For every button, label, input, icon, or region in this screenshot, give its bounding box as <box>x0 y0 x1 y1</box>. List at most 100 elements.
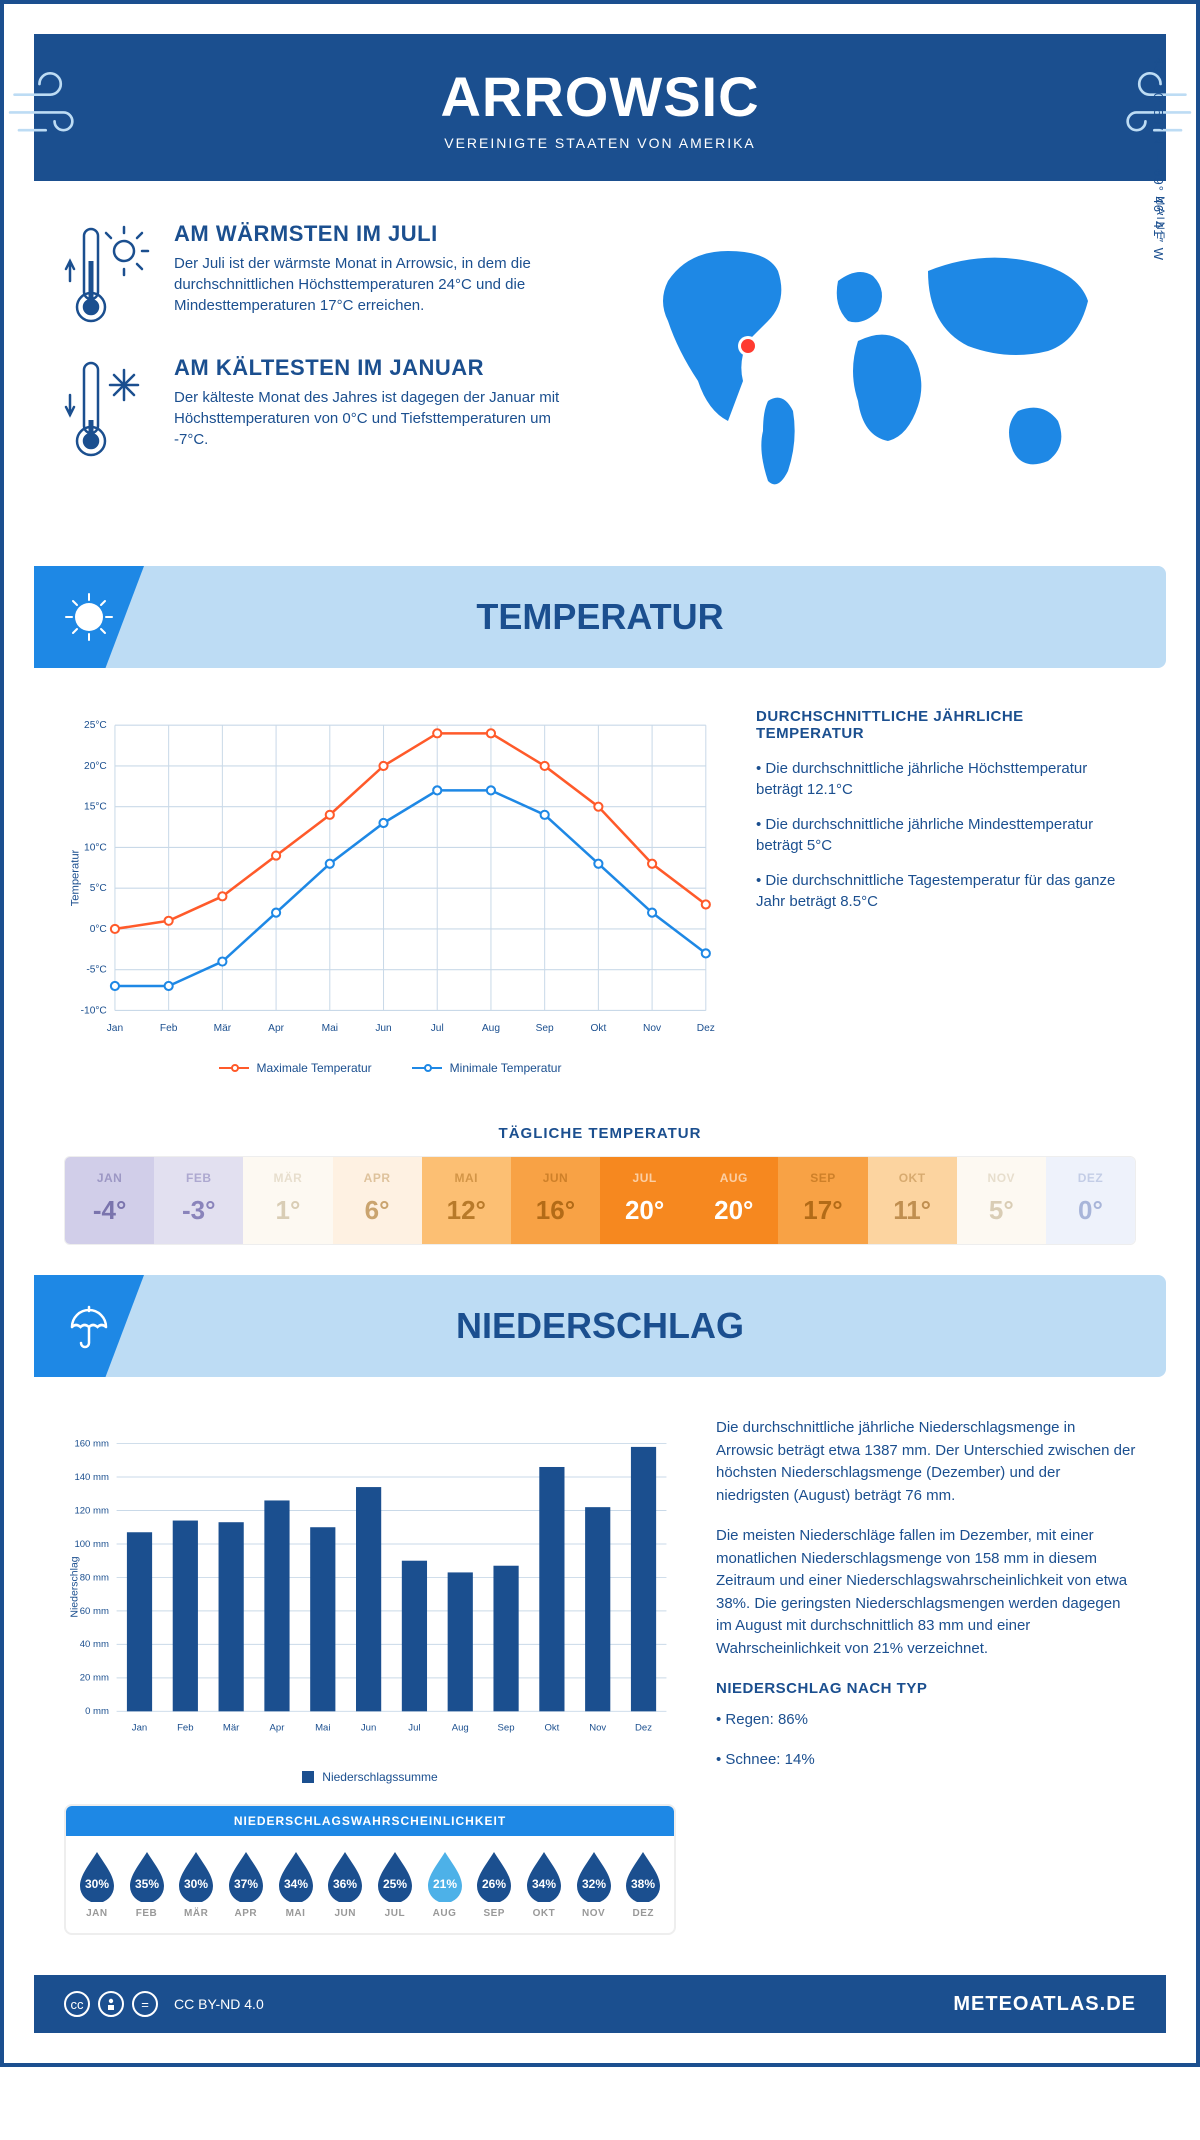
prob-cell: 21% AUG <box>420 1850 470 1919</box>
temp-cell: DEZ 0° <box>1046 1157 1135 1244</box>
precip-type-title: NIEDERSCHLAG NACH TYP <box>716 1678 1136 1701</box>
svg-text:Mai: Mai <box>322 1023 338 1034</box>
temp-cell: APR 6° <box>333 1157 422 1244</box>
temperature-title: TEMPERATUR <box>476 596 723 637</box>
country-subtitle: VEREINIGTE STAATEN VON AMERIKA <box>54 135 1146 151</box>
thermometer-hot-icon <box>64 221 154 331</box>
svg-text:25°C: 25°C <box>84 720 107 731</box>
svg-text:30%: 30% <box>184 1877 208 1891</box>
footer: cc = CC BY-ND 4.0 METEOATLAS.DE <box>34 1975 1166 2033</box>
temp-bullet: • Die durchschnittliche jährliche Höchst… <box>756 758 1136 800</box>
precip-bar-chart: 0 mm20 mm40 mm60 mm80 mm100 mm120 mm140 … <box>64 1417 676 1757</box>
sun-icon <box>64 592 114 642</box>
site-name: METEOATLAS.DE <box>953 1993 1136 2016</box>
daily-temp-table: JAN -4° FEB -3° MÄR 1° APR 6° MAI 12° JU… <box>64 1156 1136 1245</box>
svg-text:25%: 25% <box>383 1877 407 1891</box>
svg-text:Jan: Jan <box>132 1722 147 1733</box>
precip-probability-box: NIEDERSCHLAGSWAHRSCHEINLICHKEIT 30% JAN … <box>64 1804 676 1935</box>
warmest-text: Der Juli ist der wärmste Monat in Arrows… <box>174 253 580 316</box>
coldest-text: Der kälteste Monat des Jahres ist dagege… <box>174 387 580 450</box>
svg-text:21%: 21% <box>433 1877 457 1891</box>
temp-cell: MÄR 1° <box>243 1157 332 1244</box>
svg-text:38%: 38% <box>631 1877 655 1891</box>
coordinates: 43° 50′ 59″ N — 69° 46′ 41″ W <box>1151 57 1166 261</box>
svg-text:5°C: 5°C <box>90 883 107 894</box>
temp-bullet: • Die durchschnittliche jährliche Mindes… <box>756 814 1136 856</box>
wind-icon-right <box>1086 68 1196 148</box>
svg-text:Sep: Sep <box>536 1023 554 1034</box>
license-text: CC BY-ND 4.0 <box>174 1996 264 2012</box>
precip-banner: NIEDERSCHLAG <box>34 1275 1166 1377</box>
world-map <box>620 221 1136 521</box>
temp-cell: AUG 20° <box>689 1157 778 1244</box>
temp-cell: OKT 11° <box>868 1157 957 1244</box>
svg-text:32%: 32% <box>582 1877 606 1891</box>
temp-cell: NOV 5° <box>957 1157 1046 1244</box>
svg-text:Mär: Mär <box>214 1023 232 1034</box>
by-icon <box>98 1991 124 2017</box>
svg-text:Nov: Nov <box>643 1023 662 1034</box>
svg-text:40 mm: 40 mm <box>80 1639 109 1650</box>
precip-text: Die durchschnittliche jährliche Niedersc… <box>716 1417 1136 1507</box>
svg-text:35%: 35% <box>134 1877 158 1891</box>
prob-cell: 32% NOV <box>569 1850 619 1919</box>
legend-max: Maximale Temperatur <box>219 1061 372 1075</box>
svg-text:160 mm: 160 mm <box>74 1438 109 1449</box>
temp-cell: JUL 20° <box>600 1157 689 1244</box>
svg-text:Aug: Aug <box>482 1023 500 1034</box>
precip-type: • Regen: 86% <box>716 1709 1136 1732</box>
svg-text:0 mm: 0 mm <box>85 1706 109 1717</box>
prob-cell: 30% MÄR <box>171 1850 221 1919</box>
prob-cell: 34% OKT <box>519 1850 569 1919</box>
prob-cell: 37% APR <box>221 1850 271 1919</box>
temp-cell: SEP 17° <box>778 1157 867 1244</box>
warmest-title: AM WÄRMSTEN IM JULI <box>174 221 580 247</box>
svg-text:Apr: Apr <box>268 1023 284 1034</box>
wind-icon-left <box>4 68 114 148</box>
svg-text:34%: 34% <box>284 1877 308 1891</box>
svg-text:Okt: Okt <box>544 1722 559 1733</box>
legend-min: Minimale Temperatur <box>412 1061 562 1075</box>
svg-text:Mai: Mai <box>315 1722 330 1733</box>
prob-cell: 30% JAN <box>72 1850 122 1919</box>
prob-cell: 34% MAI <box>271 1850 321 1919</box>
prob-cell: 36% JUN <box>320 1850 370 1919</box>
svg-text:Apr: Apr <box>270 1722 286 1733</box>
temp-cell: JUN 16° <box>511 1157 600 1244</box>
temperature-banner: TEMPERATUR <box>34 566 1166 668</box>
temp-cell: MAI 12° <box>422 1157 511 1244</box>
temp-cell: JAN -4° <box>65 1157 154 1244</box>
thermometer-cold-icon <box>64 355 154 465</box>
svg-text:120 mm: 120 mm <box>74 1505 109 1516</box>
svg-text:Temperatur: Temperatur <box>69 849 81 906</box>
legend-precip: Niederschlagssumme <box>302 1770 437 1784</box>
svg-text:37%: 37% <box>234 1877 258 1891</box>
svg-text:Jun: Jun <box>361 1722 376 1733</box>
daily-temp-title: TÄGLICHE TEMPERATUR <box>4 1125 1196 1142</box>
svg-text:60 mm: 60 mm <box>80 1606 109 1617</box>
svg-text:30%: 30% <box>85 1877 109 1891</box>
svg-text:20 mm: 20 mm <box>80 1673 109 1684</box>
svg-text:15°C: 15°C <box>84 802 107 813</box>
temp-bullet: • Die durchschnittliche Tagestemperatur … <box>756 870 1136 912</box>
coldest-fact: AM KÄLTESTEN IM JANUAR Der kälteste Mona… <box>64 355 580 465</box>
svg-text:Okt: Okt <box>590 1023 606 1034</box>
svg-text:140 mm: 140 mm <box>74 1472 109 1483</box>
svg-text:Niederschlag: Niederschlag <box>68 1556 80 1617</box>
prob-title: NIEDERSCHLAGSWAHRSCHEINLICHKEIT <box>66 1806 674 1836</box>
cc-icon: cc <box>64 1991 90 2017</box>
precip-title: NIEDERSCHLAG <box>456 1305 744 1346</box>
svg-text:80 mm: 80 mm <box>80 1572 109 1583</box>
prob-cell: 35% FEB <box>122 1850 172 1919</box>
svg-text:Jun: Jun <box>375 1023 391 1034</box>
header: ARROWSIC VEREINIGTE STAATEN VON AMERIKA <box>34 34 1166 181</box>
temperature-line-chart: -10°C-5°C0°C5°C10°C15°C20°C25°CJanFebMär… <box>64 708 716 1048</box>
precip-type: • Schnee: 14% <box>716 1749 1136 1772</box>
prob-cell: 26% SEP <box>469 1850 519 1919</box>
location-title: ARROWSIC <box>54 64 1146 129</box>
svg-text:Dez: Dez <box>697 1023 715 1034</box>
temp-cell: FEB -3° <box>154 1157 243 1244</box>
svg-text:Jan: Jan <box>107 1023 123 1034</box>
svg-text:Jul: Jul <box>431 1023 444 1034</box>
svg-text:36%: 36% <box>333 1877 357 1891</box>
